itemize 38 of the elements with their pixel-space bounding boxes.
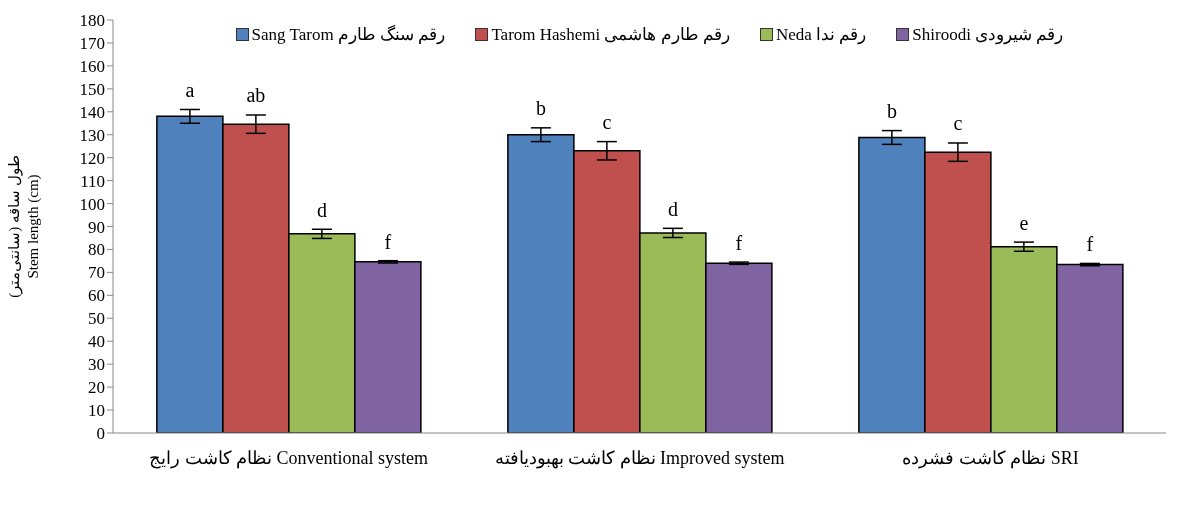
y-tick-label: 60 [88,286,105,306]
data-label: d [667,197,678,220]
y-tick-label: 120 [79,148,105,168]
y-tick-label: 160 [79,56,105,76]
data-label: ab [246,84,266,107]
y-tick-label: 20 [88,378,105,398]
data-label: f [1086,233,1094,256]
y-tick-label: 50 [88,309,105,329]
y-tick-label: 70 [88,263,105,283]
y-tick-label: 180 [79,11,105,31]
data-label: c [602,110,612,133]
legend-label: Tarom Hashemi رقم طارم هاشمی [491,24,730,45]
data-label: f [384,230,392,253]
data-label: e [1019,211,1029,234]
legend-label: Neda رقم ندا [775,24,867,45]
y-tick-label: 170 [79,33,105,53]
legend-label: Sang Tarom رقم سنگ طارم [251,24,446,45]
data-label: d [316,198,327,221]
y-tick-label: 40 [88,332,105,352]
legend-label: Shiroodi رقم شیرودی [912,24,1064,45]
y-tick-label: 150 [79,79,105,99]
data-label: b [886,100,897,123]
x-tick-label: نظام کاشت رایج Conventional system [149,447,428,469]
data-label: b [535,97,546,120]
y-tick-label: 80 [88,240,105,260]
data-label: a [185,78,195,101]
x-tick-label: نظام کاشت بهبودیافته Improved system [494,447,785,469]
y-tick-label: 140 [79,102,105,122]
y-tick-label: 30 [88,355,105,375]
data-label: f [735,231,743,254]
x-tick-label: نظام کاشت فشرده SRI [902,447,1079,469]
y-tick-label: 100 [79,194,105,214]
y-tick-label: 10 [88,401,105,421]
y-tick-label: 90 [88,217,105,237]
data-label: c [953,112,963,135]
y-tick-label: 110 [80,171,105,191]
y-tick-label: 130 [79,125,105,145]
y-tick-label: 0 [96,424,105,444]
